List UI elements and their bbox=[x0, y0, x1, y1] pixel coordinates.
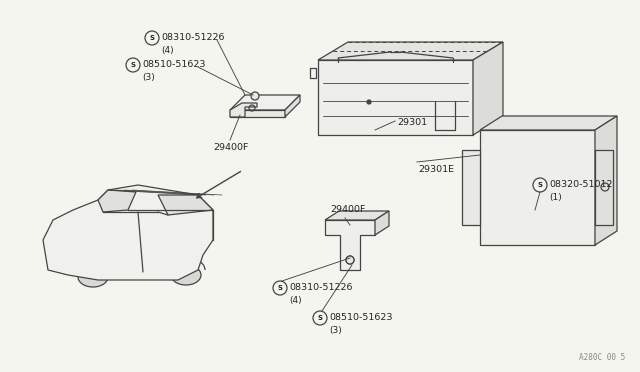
Text: S: S bbox=[150, 35, 154, 41]
Bar bbox=[537, 216, 560, 228]
Polygon shape bbox=[473, 42, 503, 135]
Text: 29301: 29301 bbox=[397, 118, 427, 127]
Bar bbox=[511, 182, 534, 194]
Text: 08510-51623: 08510-51623 bbox=[142, 60, 205, 69]
Polygon shape bbox=[158, 195, 213, 215]
Bar bbox=[485, 216, 508, 228]
Text: 29400F: 29400F bbox=[330, 205, 365, 214]
Circle shape bbox=[313, 311, 327, 325]
Polygon shape bbox=[318, 42, 503, 60]
Polygon shape bbox=[480, 130, 595, 245]
Bar bbox=[485, 182, 508, 194]
Polygon shape bbox=[375, 211, 389, 235]
Bar bbox=[563, 199, 586, 211]
Bar bbox=[485, 135, 590, 181]
Text: 08510-51623: 08510-51623 bbox=[329, 313, 392, 322]
Polygon shape bbox=[325, 220, 375, 270]
Ellipse shape bbox=[171, 265, 201, 285]
Bar bbox=[511, 216, 534, 228]
Bar bbox=[537, 199, 560, 211]
Text: (4): (4) bbox=[161, 46, 173, 55]
Polygon shape bbox=[595, 150, 613, 225]
Circle shape bbox=[126, 58, 140, 72]
Text: 29301E: 29301E bbox=[418, 165, 454, 174]
Bar bbox=[511, 199, 534, 211]
Circle shape bbox=[533, 178, 547, 192]
Polygon shape bbox=[325, 211, 389, 220]
Ellipse shape bbox=[78, 267, 108, 287]
Bar bbox=[449, 121, 453, 129]
Bar bbox=[537, 233, 560, 245]
Circle shape bbox=[273, 281, 287, 295]
Polygon shape bbox=[462, 150, 480, 225]
Bar bbox=[485, 199, 508, 211]
Circle shape bbox=[367, 100, 371, 104]
Polygon shape bbox=[43, 185, 213, 280]
Text: (4): (4) bbox=[289, 296, 301, 305]
Bar bbox=[443, 121, 447, 129]
Text: 08320-51012: 08320-51012 bbox=[549, 180, 612, 189]
Bar bbox=[437, 121, 441, 129]
Text: (3): (3) bbox=[329, 326, 342, 335]
Text: S: S bbox=[317, 315, 323, 321]
Polygon shape bbox=[285, 95, 300, 117]
Bar bbox=[563, 233, 586, 245]
Polygon shape bbox=[230, 110, 285, 117]
Polygon shape bbox=[318, 60, 473, 135]
Text: 08310-51226: 08310-51226 bbox=[161, 33, 225, 42]
Text: 29400F: 29400F bbox=[213, 143, 248, 152]
Polygon shape bbox=[595, 116, 617, 245]
Polygon shape bbox=[230, 95, 300, 110]
Bar bbox=[485, 233, 508, 245]
Text: (1): (1) bbox=[549, 193, 562, 202]
Circle shape bbox=[346, 256, 354, 264]
Polygon shape bbox=[480, 116, 617, 130]
Polygon shape bbox=[98, 190, 136, 212]
Text: S: S bbox=[538, 182, 543, 188]
Circle shape bbox=[145, 31, 159, 45]
Text: A280C 00 5: A280C 00 5 bbox=[579, 353, 625, 362]
Text: (3): (3) bbox=[142, 73, 155, 82]
Bar bbox=[563, 182, 586, 194]
Text: S: S bbox=[131, 62, 136, 68]
Circle shape bbox=[251, 92, 259, 100]
Bar bbox=[537, 182, 560, 194]
Bar bbox=[563, 216, 586, 228]
Text: 08310-51226: 08310-51226 bbox=[289, 283, 353, 292]
Bar bbox=[511, 233, 534, 245]
Polygon shape bbox=[230, 103, 257, 117]
Text: S: S bbox=[278, 285, 282, 291]
